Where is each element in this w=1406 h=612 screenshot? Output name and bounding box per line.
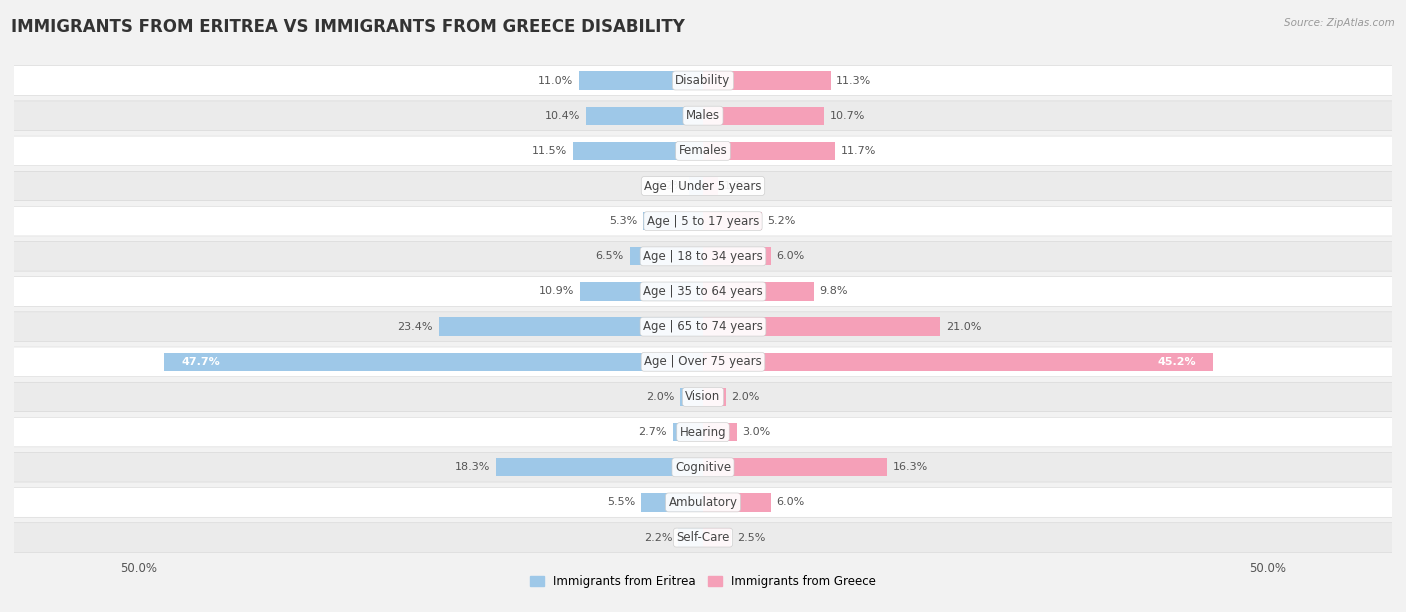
FancyBboxPatch shape	[0, 347, 1406, 376]
Text: 1.3%: 1.3%	[723, 181, 752, 191]
Text: 2.5%: 2.5%	[737, 532, 765, 543]
Bar	[678, 528, 703, 547]
Text: 23.4%: 23.4%	[398, 322, 433, 332]
Bar	[703, 282, 814, 300]
Bar	[703, 177, 717, 195]
Text: 2.0%: 2.0%	[647, 392, 675, 402]
Text: Age | 5 to 17 years: Age | 5 to 17 years	[647, 215, 759, 228]
FancyBboxPatch shape	[0, 101, 1406, 130]
Text: 18.3%: 18.3%	[456, 462, 491, 472]
FancyBboxPatch shape	[0, 206, 1406, 236]
Text: Vision: Vision	[685, 390, 721, 403]
Text: 11.3%: 11.3%	[837, 75, 872, 86]
FancyBboxPatch shape	[0, 523, 1406, 553]
Bar	[496, 458, 703, 476]
FancyBboxPatch shape	[0, 382, 1406, 412]
FancyBboxPatch shape	[0, 312, 1406, 341]
Text: 47.7%: 47.7%	[181, 357, 219, 367]
FancyBboxPatch shape	[0, 417, 1406, 447]
Text: 5.2%: 5.2%	[768, 216, 796, 226]
Bar	[703, 72, 831, 90]
Text: 3.0%: 3.0%	[742, 427, 770, 437]
Text: 10.4%: 10.4%	[544, 111, 579, 121]
Bar	[579, 282, 703, 300]
Bar	[689, 177, 703, 195]
Bar	[165, 353, 703, 371]
Bar	[585, 106, 703, 125]
Bar	[643, 212, 703, 230]
Bar	[681, 388, 703, 406]
Text: Disability: Disability	[675, 74, 731, 87]
Text: Cognitive: Cognitive	[675, 461, 731, 474]
Text: Age | Over 75 years: Age | Over 75 years	[644, 356, 762, 368]
FancyBboxPatch shape	[0, 136, 1406, 166]
Text: 6.0%: 6.0%	[776, 498, 804, 507]
Text: 2.7%: 2.7%	[638, 427, 666, 437]
Bar	[703, 247, 770, 266]
Text: Age | 18 to 34 years: Age | 18 to 34 years	[643, 250, 763, 263]
Text: Age | Under 5 years: Age | Under 5 years	[644, 179, 762, 193]
Bar	[703, 493, 770, 512]
Bar	[630, 247, 703, 266]
Text: 1.2%: 1.2%	[655, 181, 683, 191]
Text: Ambulatory: Ambulatory	[668, 496, 738, 509]
Text: Source: ZipAtlas.com: Source: ZipAtlas.com	[1284, 18, 1395, 28]
Text: 2.0%: 2.0%	[731, 392, 759, 402]
Bar	[703, 106, 824, 125]
Text: Females: Females	[679, 144, 727, 157]
Bar	[703, 388, 725, 406]
Text: 6.0%: 6.0%	[776, 252, 804, 261]
Bar	[574, 142, 703, 160]
Text: Age | 35 to 64 years: Age | 35 to 64 years	[643, 285, 763, 298]
Text: IMMIGRANTS FROM ERITREA VS IMMIGRANTS FROM GREECE DISABILITY: IMMIGRANTS FROM ERITREA VS IMMIGRANTS FR…	[11, 18, 685, 36]
Bar	[703, 142, 835, 160]
Bar	[703, 528, 731, 547]
Bar	[703, 353, 1213, 371]
FancyBboxPatch shape	[0, 242, 1406, 271]
Legend: Immigrants from Eritrea, Immigrants from Greece: Immigrants from Eritrea, Immigrants from…	[524, 571, 882, 593]
Bar	[439, 318, 703, 336]
FancyBboxPatch shape	[0, 488, 1406, 517]
Text: 2.2%: 2.2%	[644, 532, 672, 543]
Text: 11.5%: 11.5%	[533, 146, 568, 156]
Text: Males: Males	[686, 109, 720, 122]
Text: 11.7%: 11.7%	[841, 146, 876, 156]
FancyBboxPatch shape	[0, 452, 1406, 482]
Bar	[703, 423, 737, 441]
Text: Hearing: Hearing	[679, 425, 727, 439]
Bar	[579, 72, 703, 90]
Text: 5.3%: 5.3%	[609, 216, 637, 226]
Bar	[672, 423, 703, 441]
FancyBboxPatch shape	[0, 171, 1406, 201]
Text: 11.0%: 11.0%	[538, 75, 574, 86]
Text: 5.5%: 5.5%	[607, 498, 636, 507]
Text: 45.2%: 45.2%	[1159, 357, 1197, 367]
FancyBboxPatch shape	[0, 65, 1406, 95]
Text: Age | 65 to 74 years: Age | 65 to 74 years	[643, 320, 763, 333]
Text: 10.9%: 10.9%	[538, 286, 574, 296]
Text: 6.5%: 6.5%	[596, 252, 624, 261]
Text: 16.3%: 16.3%	[893, 462, 928, 472]
Text: Self-Care: Self-Care	[676, 531, 730, 544]
Text: 9.8%: 9.8%	[820, 286, 848, 296]
Text: 21.0%: 21.0%	[946, 322, 981, 332]
FancyBboxPatch shape	[0, 277, 1406, 306]
Bar	[641, 493, 703, 512]
Bar	[703, 318, 941, 336]
Bar	[703, 458, 887, 476]
Bar	[703, 212, 762, 230]
Text: 10.7%: 10.7%	[830, 111, 865, 121]
